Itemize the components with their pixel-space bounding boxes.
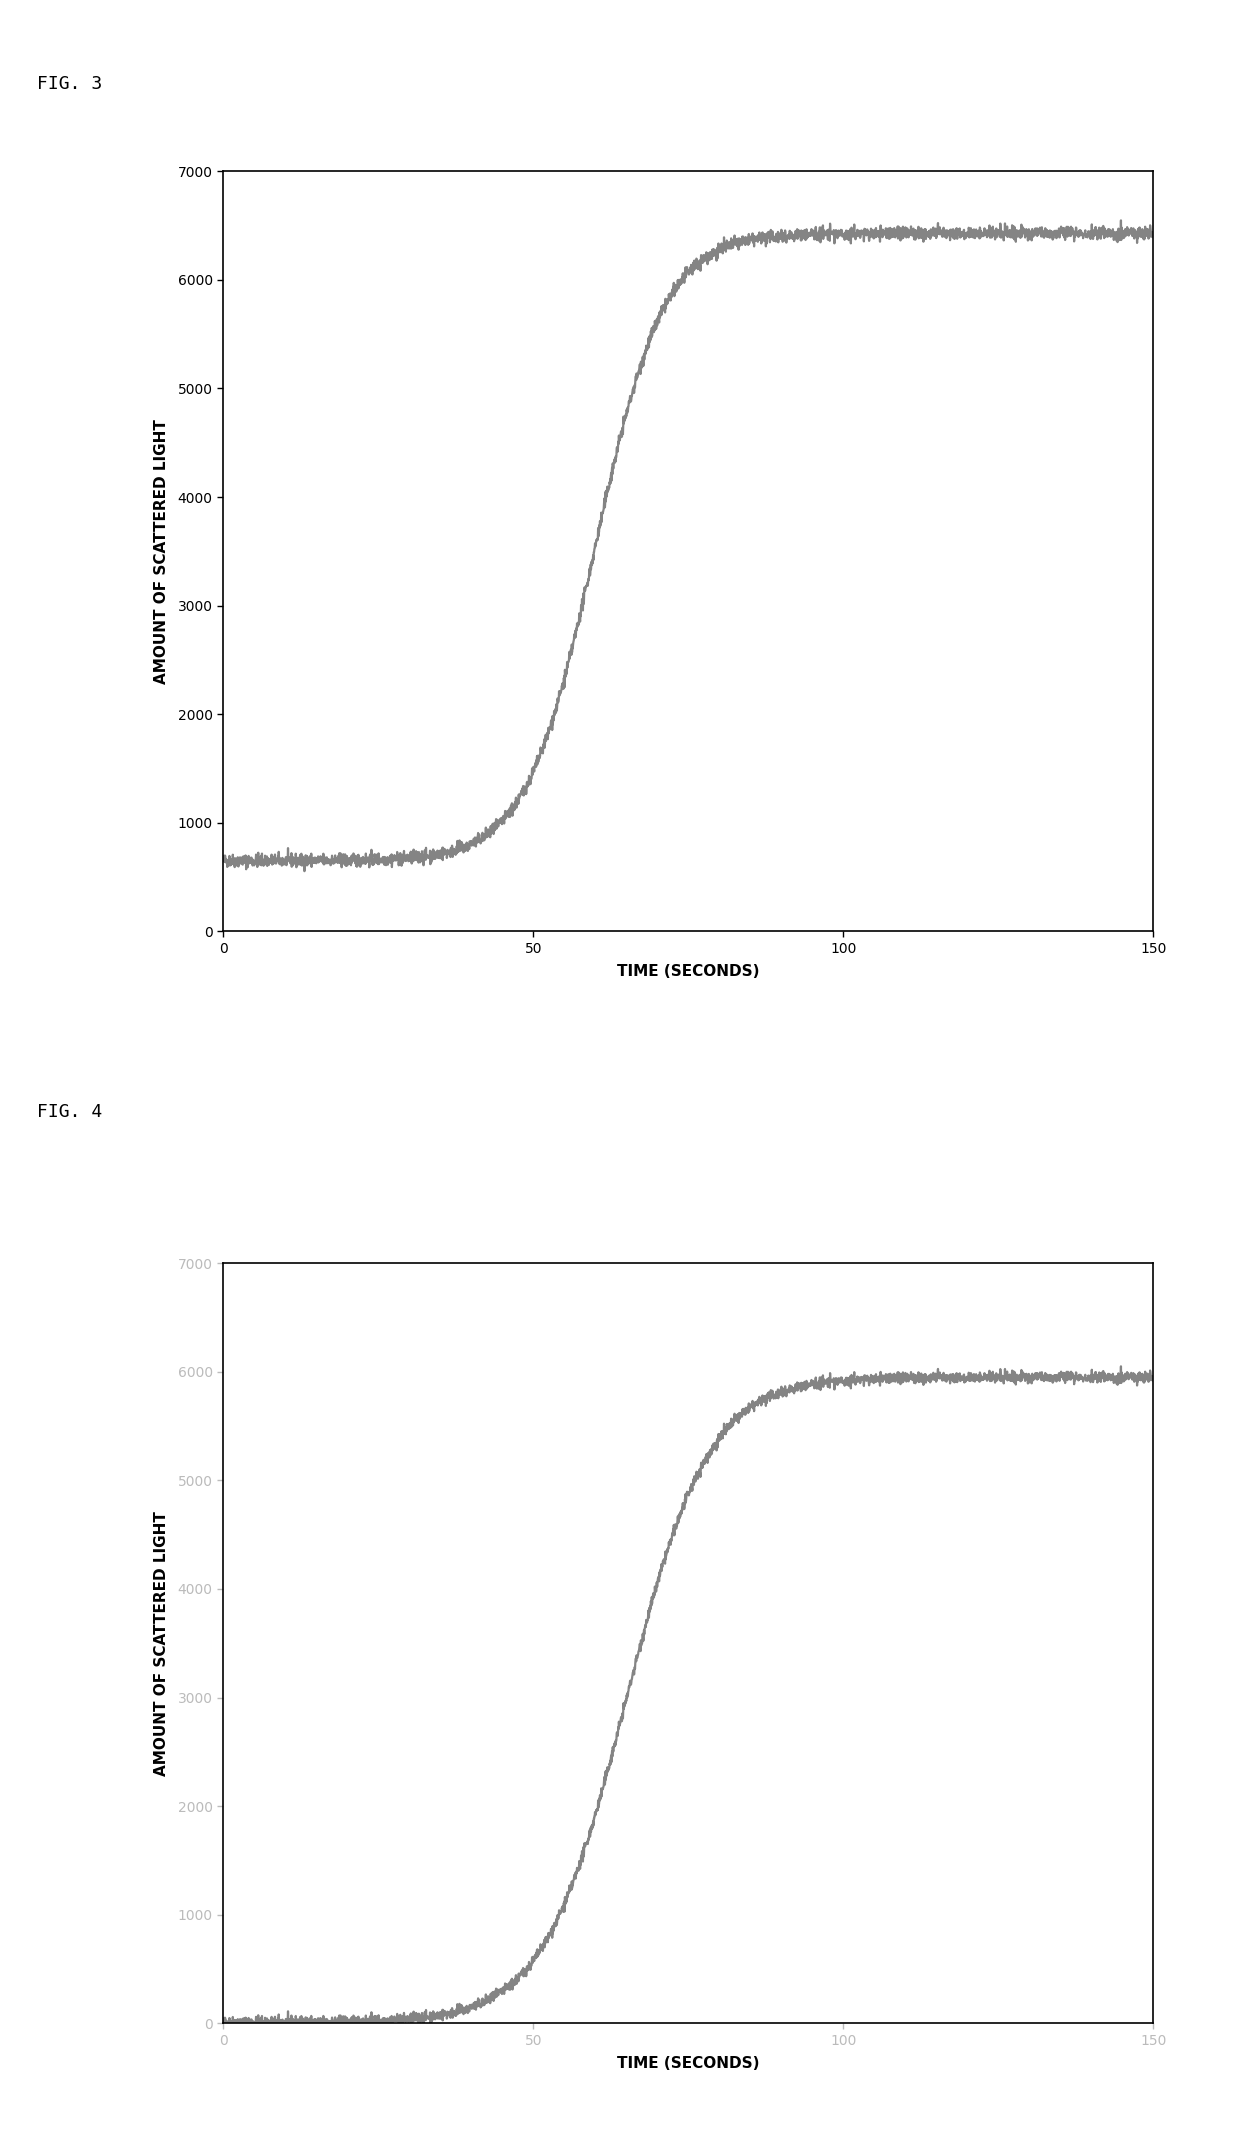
- Text: FIG. 3: FIG. 3: [37, 75, 103, 92]
- Text: FIG. 4: FIG. 4: [37, 1103, 103, 1120]
- Y-axis label: AMOUNT OF SCATTERED LIGHT: AMOUNT OF SCATTERED LIGHT: [154, 1512, 170, 1775]
- X-axis label: TIME (SECONDS): TIME (SECONDS): [618, 2055, 759, 2070]
- X-axis label: TIME (SECONDS): TIME (SECONDS): [618, 963, 759, 978]
- Y-axis label: AMOUNT OF SCATTERED LIGHT: AMOUNT OF SCATTERED LIGHT: [154, 420, 170, 683]
